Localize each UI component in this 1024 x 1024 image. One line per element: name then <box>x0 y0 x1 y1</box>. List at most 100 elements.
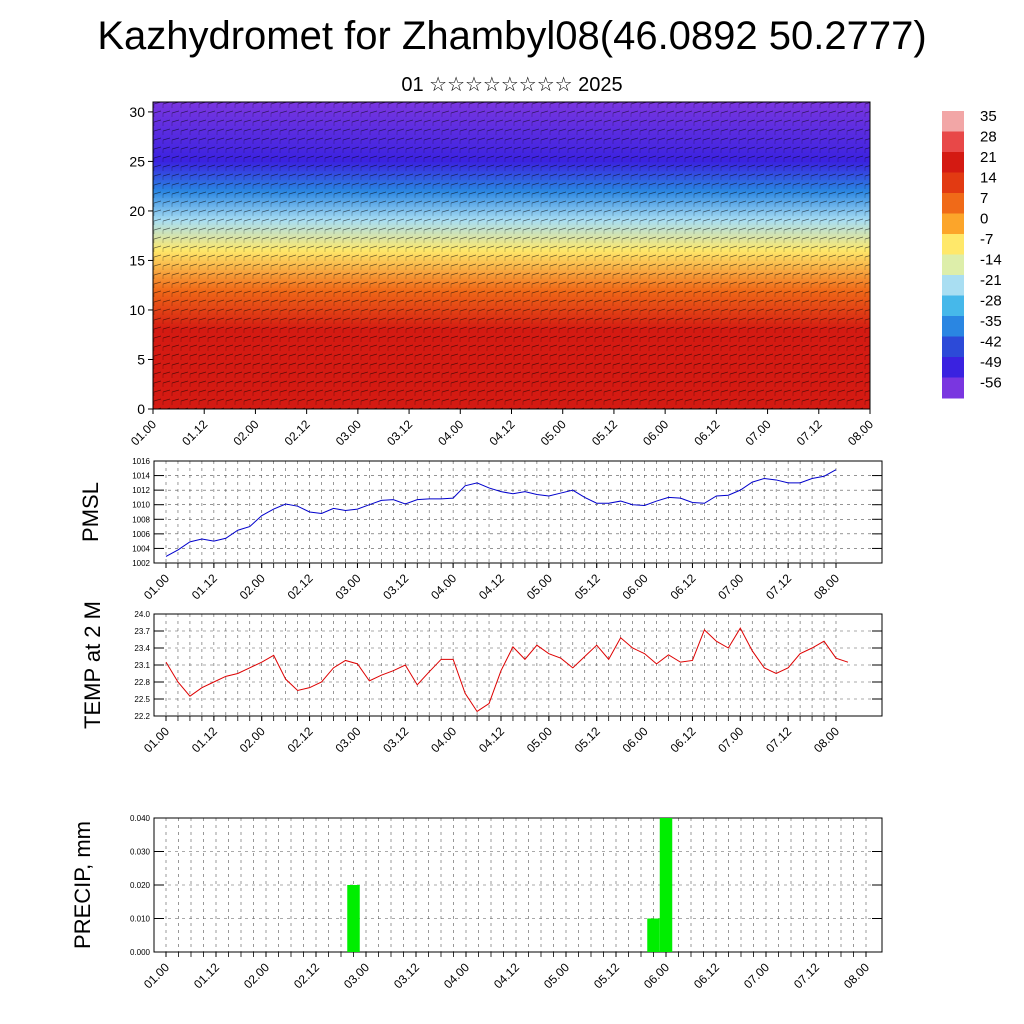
colorbar-segment <box>942 254 964 276</box>
pmsl-x-tick-label: 03.00 <box>332 571 363 602</box>
precip-x-tick-label: 02.12 <box>291 960 322 991</box>
precip-y-tick-label: 0.010 <box>130 915 151 924</box>
precip-x-tick-label: 04.12 <box>491 960 522 991</box>
pmsl-x-tick-label: 05.00 <box>524 571 555 602</box>
pmsl-frame <box>153 460 883 564</box>
temp-x-tick-label: 03.00 <box>332 724 363 755</box>
temp-y-tick-label: 22.2 <box>134 712 150 721</box>
precip-x-tick-label: 04.00 <box>441 960 472 991</box>
colorbar-segment <box>942 111 964 132</box>
pmsl-x-tick-label: 01.12 <box>189 571 220 602</box>
precip-x-tick-label: 02.00 <box>241 960 272 991</box>
precip-y-tick-label: 0.030 <box>130 848 151 857</box>
precip-x-tick-label: 01.00 <box>141 960 172 991</box>
colorbar-segment <box>942 295 964 317</box>
precip-y-tick-label: 0.040 <box>130 814 151 823</box>
temp-y-tick-label: 22.8 <box>134 678 150 687</box>
pmsl-y-tick-label: 1008 <box>132 515 150 524</box>
colorbar-label: -7 <box>980 231 993 248</box>
colorbar-segment <box>942 193 964 214</box>
precip-bar <box>659 818 673 952</box>
precip-bar <box>647 918 660 952</box>
colorbar-segment <box>942 275 964 296</box>
precip-x-tick-label: 05.00 <box>541 960 572 991</box>
colorbar-label: -28 <box>980 293 1002 310</box>
colorbar-segment <box>942 152 964 173</box>
pmsl-x-tick-label: 07.12 <box>763 571 794 602</box>
pmsl-y-tick-label: 1012 <box>132 486 150 495</box>
heatmap-x-tick-label: 02.12 <box>282 417 313 448</box>
heatmap-y-tick-label: 10 <box>129 302 145 318</box>
pmsl-x-tick-label: 01.00 <box>141 571 172 602</box>
temp-x-tick-label: 07.00 <box>715 724 746 755</box>
temp-x-tick-label: 05.00 <box>524 724 555 755</box>
colorbar-label: 0 <box>980 211 988 228</box>
heatmap-y-tick-label: 0 <box>137 401 145 417</box>
heatmap-x-tick-label: 04.12 <box>486 417 517 448</box>
colorbar-segment <box>942 336 964 358</box>
colorbar-segment <box>942 234 964 255</box>
colorbar-label: 14 <box>980 170 997 187</box>
colorbar-segment <box>942 131 964 153</box>
temp-frame <box>153 613 883 717</box>
colorbar-label: 35 <box>980 108 997 125</box>
colorbar-label: -49 <box>980 354 1002 371</box>
temp-x-tick-label: 06.12 <box>667 724 698 755</box>
precip-x-tick-label: 01.12 <box>191 960 222 991</box>
colorbar-label: -35 <box>980 313 1002 330</box>
pmsl-y-tick-label: 1006 <box>132 530 150 539</box>
temp-x-tick-label: 02.12 <box>285 724 316 755</box>
pmsl-x-tick-label: 04.12 <box>476 571 507 602</box>
pmsl-line <box>165 469 837 557</box>
precip-x-tick-label: 06.00 <box>641 960 672 991</box>
precip-y-tick-label: 0.000 <box>130 948 151 957</box>
temp-x-tick-label: 01.12 <box>189 724 220 755</box>
heatmap-x-tick-label: 03.00 <box>333 417 364 448</box>
pmsl-x-tick-label: 03.12 <box>380 571 411 602</box>
temp-x-tick-label: 06.00 <box>620 724 651 755</box>
temp-y-tick-label: 23.4 <box>134 644 150 653</box>
heatmap-x-tick-label: 08.00 <box>845 417 876 448</box>
pmsl-x-tick-label: 05.12 <box>572 571 603 602</box>
precip-bar <box>347 885 360 952</box>
precip-x-tick-label: 06.12 <box>691 960 722 991</box>
pmsl-x-tick-label: 06.00 <box>620 571 651 602</box>
heatmap-x-tick-label: 02.00 <box>230 417 261 448</box>
temp-x-tick-label: 03.12 <box>380 724 411 755</box>
colorbar-segment <box>942 213 964 235</box>
temp-y-tick-label: 23.7 <box>134 627 150 636</box>
pmsl-y-label: PMSL <box>78 482 103 542</box>
precip-x-tick-label: 07.12 <box>791 960 822 991</box>
precip-x-tick-label: 03.00 <box>341 960 372 991</box>
pmsl-x-tick-label: 02.12 <box>285 571 316 602</box>
heatmap-x-tick-label: 04.00 <box>435 417 466 448</box>
heatmap-y-tick-label: 15 <box>129 252 145 268</box>
heatmap-x-tick-label: 01.00 <box>128 417 159 448</box>
temp-x-tick-label: 08.00 <box>811 724 842 755</box>
precip-x-tick-label: 07.00 <box>741 960 772 991</box>
temp-line <box>165 627 849 713</box>
precip-x-tick-label: 03.12 <box>391 960 422 991</box>
pmsl-y-tick-label: 1004 <box>132 544 150 553</box>
colorbar-label: 28 <box>980 129 997 146</box>
colorbar-label: -14 <box>980 252 1002 269</box>
wind-vectors <box>153 102 870 409</box>
pmsl-y-tick-label: 1016 <box>132 457 150 466</box>
heatmap-x-tick-label: 06.12 <box>691 417 722 448</box>
heatmap-x-tick-label: 01.12 <box>179 417 210 448</box>
temp-x-tick-label: 02.00 <box>237 724 268 755</box>
heatmap-x-tick-label: 05.00 <box>538 417 569 448</box>
temp-x-tick-label: 05.12 <box>572 724 603 755</box>
chart-subtitle: 01 ☆☆☆☆☆☆☆☆ 2025 <box>401 74 623 96</box>
colorbar-label: -21 <box>980 272 1002 289</box>
heatmap-x-tick-label: 07.12 <box>794 417 825 448</box>
precip-y-label: PRECIP, mm <box>70 821 95 949</box>
heatmap-y-tick-label: 5 <box>137 351 145 367</box>
temp-x-tick-label: 04.12 <box>476 724 507 755</box>
pmsl-y-tick-label: 1014 <box>132 472 150 481</box>
temp-y-tick-label: 24.0 <box>134 610 150 619</box>
colorbar-segment <box>942 357 964 378</box>
heatmap-y-tick-label: 25 <box>129 153 145 169</box>
pmsl-x-tick-label: 08.00 <box>811 571 842 602</box>
